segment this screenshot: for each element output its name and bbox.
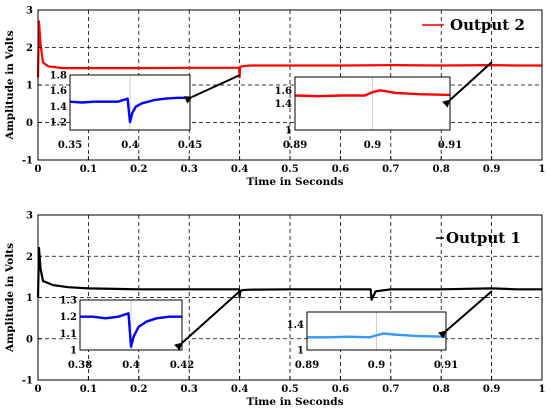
inset-y-tick-label: 1.8 [50,71,67,82]
x-tick-label: 0.3 [180,384,197,395]
inset-x-tick-label: 0.91 [434,360,458,371]
x-tick-label: 0.1 [80,384,97,395]
x-tick-label: 1 [539,384,546,395]
x-tick-label: 0.9 [483,384,500,395]
x-tick-label: 0.5 [281,384,298,395]
inset-x-tick-label: 0.4 [122,360,139,371]
zoom-arrow [442,61,493,108]
inset-x-tick-label: 0.91 [438,140,462,151]
x-tick-label: 0.8 [432,164,449,175]
x-tick-label: 0.5 [281,164,298,175]
x-tick-label: 0.7 [382,384,399,395]
y-tick-label: 3 [26,6,33,17]
y-tick-label: 3 [26,211,33,222]
inset-series-line [307,332,447,339]
y-tick-label: 0 [26,334,33,345]
inset-y-tick-label: 1 [297,346,304,357]
x-tick-label: 0.2 [130,384,147,395]
inset-2: 0.89 0.9 0.91 1 1.4 [287,290,493,371]
inset-1: 0.35 0.4 0.45 1.2 1.4 1.6 1.8 [50,71,241,151]
inset-y-tick-label: 1 [285,126,292,137]
inset-series-line [294,89,451,98]
legend-label: Output 2 [450,16,525,34]
series-line-output-2 [36,20,542,79]
legend-label: Output 1 [446,229,521,247]
inset-x-tick-label: 0.42 [170,360,194,371]
chart-panel-1: 0 0.1 0.2 0.3 0.4 0.5 0.6 0.7 0.8 0.9 1-10123Time … [4,6,545,189]
x-tick-label: 0.4 [231,384,248,395]
inset-series-line [69,96,190,124]
y-axis-label: Amplitude in Volts [4,30,16,140]
inset-1: 0.38 0.4 0.42 1 1.1 1.2 1.3 [60,290,241,371]
inset-x-tick-label: 0.89 [295,360,319,371]
inset-x-tick-label: 0.38 [68,360,92,371]
inset-y-tick-label: 1.4 [275,99,292,110]
inset-x-tick-label: 0.9 [368,360,385,371]
series-line-output-1 [36,246,542,301]
x-axis-label: Time in Seconds [246,176,343,188]
zoom-arrow [438,290,493,339]
x-tick-label: 1 [539,164,546,175]
x-tick-label: 0.9 [483,164,500,175]
inset-y-tick-label: 1 [70,346,77,357]
y-tick-label: 2 [26,43,33,54]
zoom-arrow [174,290,241,351]
y-axis-label: Amplitude in Volts [4,243,16,353]
y-tick-label: -1 [22,376,33,387]
inset-frame [79,299,183,351]
x-tick-label: 0.4 [231,164,248,175]
x-tick-label: 0.6 [332,384,349,395]
x-tick-label: 0.3 [180,164,197,175]
inset-y-tick-label: 1.3 [60,296,77,307]
inset-x-tick-label: 0.9 [364,140,381,151]
inset-y-tick-label: 1.6 [275,86,292,97]
inset-x-tick-label: 0.45 [178,140,202,151]
x-tick-label: 0.1 [80,164,97,175]
x-tick-label: 0 [35,164,42,175]
y-tick-label: 1 [26,81,33,92]
chart-panel-2: 0 0.1 0.2 0.3 0.4 0.5 0.6 0.7 0.8 0.9 1-10123Time … [4,211,545,409]
x-tick-label: 0.6 [332,164,349,175]
inset-2: 0.89 0.9 0.91 1 1.4 1.6 [275,61,493,151]
inset-x-tick-label: 0.35 [58,140,82,151]
y-tick-label: -1 [22,156,33,167]
zoom-arrow [183,74,241,104]
y-tick-label: 2 [26,252,33,263]
inset-y-tick-label: 1.4 [287,320,304,331]
x-tick-label: 0.8 [432,384,449,395]
inset-y-tick-label: 1.1 [60,329,77,340]
x-tick-label: 0.7 [382,164,399,175]
x-tick-label: 0 [35,384,42,395]
inset-y-tick-label: 1.4 [50,102,67,113]
inset-x-tick-label: 0.4 [121,140,138,151]
inset-series-line [80,312,182,348]
inset-y-tick-label: 1.6 [50,86,67,97]
y-tick-label: 1 [26,293,33,304]
inset-y-tick-label: 1.2 [60,312,77,323]
inset-x-tick-label: 0.89 [283,140,307,151]
x-axis-label: Time in Seconds [246,396,343,408]
x-tick-label: 0.2 [130,164,147,175]
inset-y-tick-label: 1.2 [50,118,67,129]
y-tick-label: 0 [26,118,33,129]
